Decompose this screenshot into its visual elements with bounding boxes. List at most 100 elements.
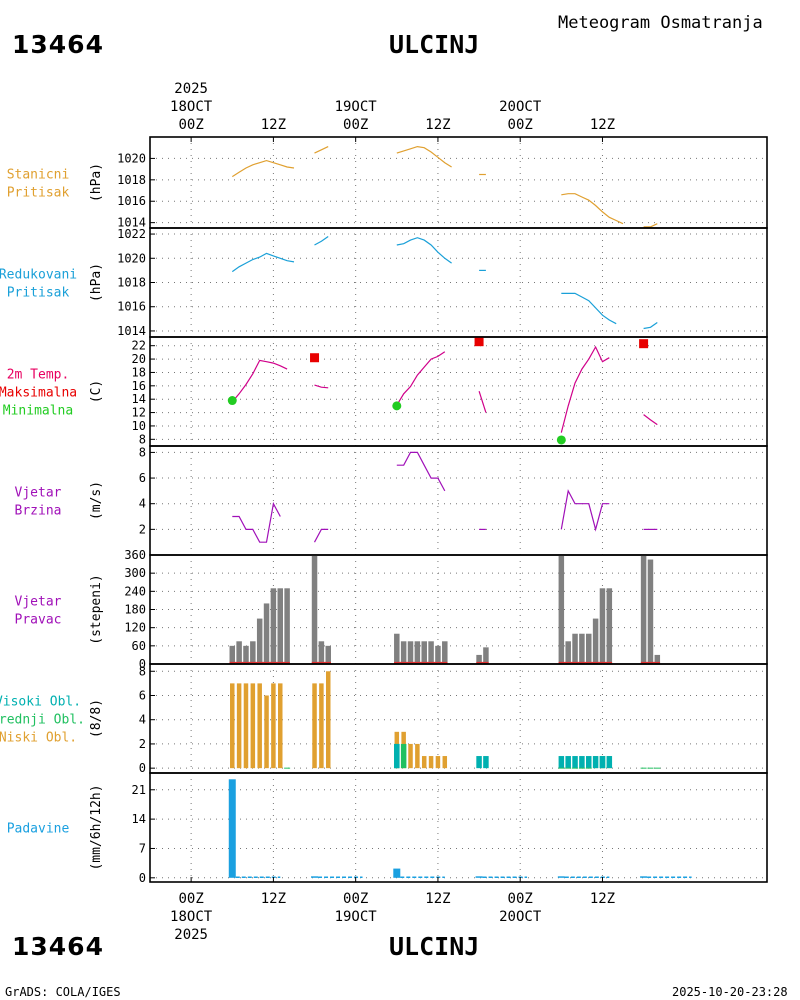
panel-brzina: 2 4 6 8 (m/s) Vjetar Brzina [15,445,768,556]
x-tick-label-top: 12Z [590,117,615,133]
series-line [314,384,329,389]
series-line [560,489,610,532]
precip-bar [393,868,401,878]
wind-dir-bar [400,641,407,664]
series-line [232,501,281,543]
series-line [396,145,452,168]
y-tick-label: 7 [139,841,146,855]
timestamp-text: 2025-10-20-23:28 [672,985,788,999]
y-tick-label: 1020 [117,251,146,265]
tmin-marker [392,401,402,411]
wind-dir-bar [229,645,236,664]
panel-frame [149,336,768,447]
y-tick-label: 1014 [117,216,146,230]
x-tick-label-top: 12Z [261,117,286,133]
year-label-top: 2025 [174,81,208,97]
wind-dir-bar [256,618,263,664]
y-tick-label: 4 [139,497,146,511]
panel-stanicni: 1014 1016 1018 1020 (hPa) Stanicni Pritisak [7,136,768,230]
series-line [561,292,617,325]
series-line [314,146,329,154]
y-axis-label: (hPa) [89,263,104,302]
y-tick-label: 2 [139,522,146,536]
tmin-marker [556,435,566,445]
panel-redukovani: 1014 1016 1018 1020 1022 (hPa) Redukovani Priti… [0,227,768,338]
cloud-bar [400,743,407,769]
series-line [396,237,452,264]
y-tick-label: 120 [124,621,146,635]
cloud-bar [271,683,276,769]
panel-label: Pritisak [7,186,70,201]
y-tick-label: 18 [132,365,146,379]
x-tick-label-bottom: 12Z [425,891,450,907]
wind-dir-bar [606,588,613,664]
series-line [231,159,295,178]
y-tick-label: 14 [132,812,146,826]
cloud-bar [230,683,235,769]
tmax-marker [310,353,320,363]
x-tick-label-bottom: 00Z [343,891,368,907]
series-line [313,528,329,543]
station-name-top: ULCINJ [389,30,480,59]
wind-dir-bar [414,641,421,664]
cloud-bar [250,683,256,769]
panel-label: Vjetar [15,486,62,501]
cloud-bar [586,756,592,769]
y-tick-label: 1014 [117,324,146,338]
product-title: Meteogram Osmatranja [558,13,763,33]
cloud-bar [236,683,242,769]
cloud-bar [257,683,262,769]
panel-frame [149,663,768,774]
panel-frame [149,445,768,556]
y-tick-label: 4 [139,713,146,727]
panel-label: Redukovani [0,268,77,283]
cloud-bar [476,756,482,769]
y-tick-label: 60 [132,639,146,653]
wind-dir-bar [284,588,290,664]
station-id-top: 13464 [12,30,104,59]
cloud-bar [394,743,400,769]
y-tick-label: 1022 [117,227,146,241]
credit-text: GrADS: COLA/IGES [5,985,121,999]
x-date-label-top: 20OCT [499,99,542,115]
precip-bar [557,876,565,878]
cloud-bar [483,756,489,769]
series-line [478,391,487,413]
x-tick-label-bottom: 12Z [261,891,286,907]
series-line [560,345,610,433]
wind-dir-bar [579,633,585,664]
cloud-bar [243,683,249,769]
wind-dir-bar [270,588,277,664]
wind-dir-bar [421,641,427,664]
x-tick-label-bottom: 12Z [590,891,615,907]
wind-dir-bar [476,654,482,664]
wind-dir-bar [572,633,578,664]
wind-dir-bar [565,641,571,664]
cloud-bar [408,743,413,769]
panel-padavine: 0 7 14 21 (mm/6h/12h) Padavine [7,772,768,885]
panel-frame [149,554,768,665]
cloud-bar [592,756,599,769]
y-tick-label: 360 [124,548,146,562]
precip-bar [311,876,319,878]
y-tick-label: 2 [139,737,146,751]
x-tick-label-bottom: 00Z [178,891,203,907]
wind-dir-bar [394,633,400,664]
y-tick-label: 1018 [117,173,146,187]
panel-label: Maksimalna [0,386,77,401]
y-tick-label: 10 [132,419,146,433]
x-date-label-top: 19OCT [335,99,378,115]
wind-dir-bar [318,641,325,664]
wind-dir-bar [654,654,661,664]
cloud-bar [415,743,420,769]
cloud-bar [572,756,578,769]
series-line [643,414,658,426]
cloud-bar [264,695,269,769]
x-tick-label-top: 12Z [425,117,450,133]
wind-dir-bar [250,641,256,664]
y-tick-label: 14 [132,392,146,406]
y-tick-label: 6 [139,471,146,485]
x-tick-label-bottom: 00Z [508,891,533,907]
y-tick-label: 6 [139,688,146,702]
wind-dir-bar [558,555,565,664]
